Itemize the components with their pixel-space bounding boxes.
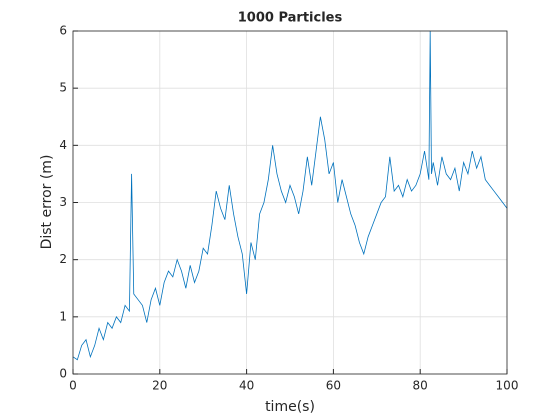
y-tick-label: 1 xyxy=(59,309,67,323)
data-line xyxy=(72,30,508,361)
x-tick-label: 100 xyxy=(496,379,519,393)
axes-box xyxy=(72,30,508,375)
y-tick-label: 4 xyxy=(59,138,67,152)
y-tick-label: 2 xyxy=(59,252,67,266)
chart-title: 1000 Particles xyxy=(238,11,343,26)
y-tick-label: 6 xyxy=(59,24,67,38)
x-tick-label: 40 xyxy=(239,379,254,393)
y-tick-label: 0 xyxy=(59,367,67,381)
x-tick-label: 60 xyxy=(326,379,341,393)
x-tick-label: 80 xyxy=(413,379,428,393)
x-tick-label: 20 xyxy=(152,379,167,393)
y-axis-label: Dist error (m) xyxy=(39,155,55,250)
x-axis-label: time(s) xyxy=(265,399,315,415)
y-tick-label: 3 xyxy=(59,195,67,209)
x-tick-label: 0 xyxy=(69,379,77,393)
y-tick-label: 5 xyxy=(59,81,67,95)
